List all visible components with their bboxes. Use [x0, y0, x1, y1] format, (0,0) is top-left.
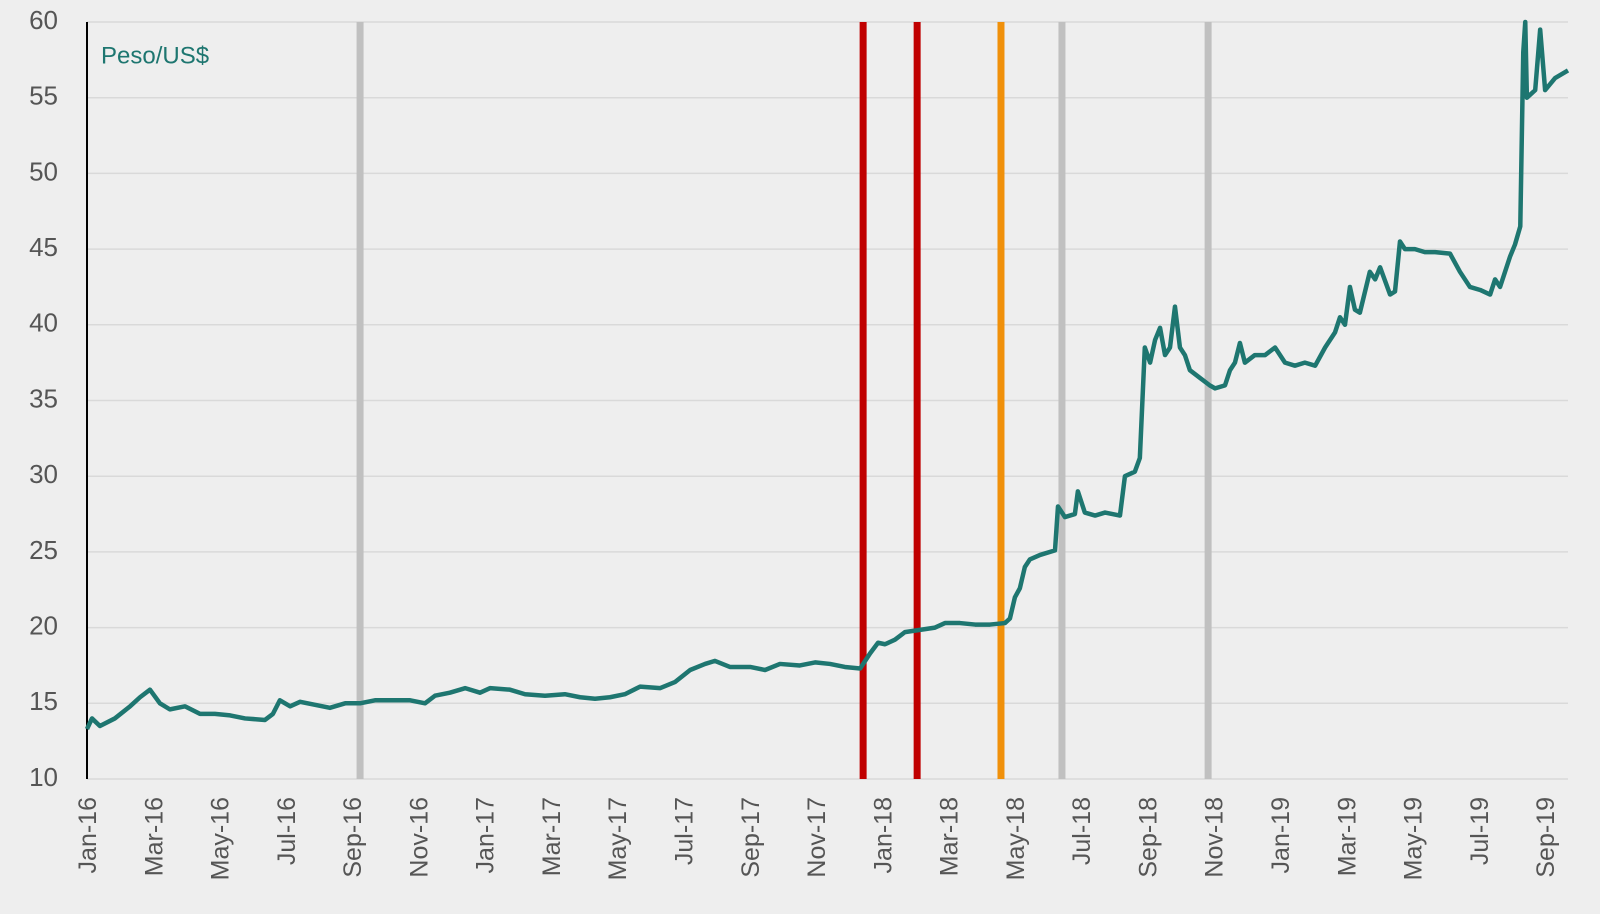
y-tick-label: 15 [29, 686, 58, 716]
x-tick-label: Nov-16 [405, 797, 433, 878]
x-tick-label: May-16 [207, 797, 235, 880]
tick-labels: 10 15 20 25 30 35 40 45 50 55 60 Jan-16 Mar-16 May-16… [29, 5, 1560, 881]
x-tick-label: Jan-16 [74, 797, 102, 873]
x-tick-label: May-17 [604, 797, 632, 880]
x-tick-label: Jan-19 [1267, 797, 1295, 873]
y-tick-label: 40 [29, 308, 58, 338]
x-tick-label: Mar-16 [140, 797, 168, 876]
x-tick-label: Jan-17 [472, 797, 500, 873]
x-tick-label: Sep-19 [1532, 797, 1560, 878]
x-tick-label: Jul-16 [273, 797, 301, 865]
x-tick-label: Mar-17 [538, 797, 566, 876]
line-series [84, 19, 1570, 730]
x-tick-label: Nov-17 [803, 797, 831, 878]
x-tick-label: May-18 [1002, 797, 1030, 880]
y-tick-label: 30 [29, 459, 58, 489]
y-tick-label: 60 [29, 5, 58, 35]
x-tick-label: Mar-19 [1333, 797, 1361, 876]
y-tick-label: 50 [29, 156, 58, 186]
x-tick-label: Jan-18 [869, 797, 897, 873]
event-lines [356, 22, 1212, 779]
y-tick-label: 20 [29, 610, 58, 640]
grid [86, 21, 1568, 780]
y-tick-label: 35 [29, 383, 58, 413]
y-tick-label: 10 [29, 762, 58, 792]
x-tick-label: Jul-18 [1068, 797, 1096, 865]
x-tick-label: Nov-18 [1201, 797, 1229, 878]
x-tick-label: Mar-18 [936, 797, 964, 876]
axis-annotation: Peso/US$ [101, 42, 209, 69]
x-tick-label: Jul-17 [671, 797, 699, 865]
x-tick-label: Sep-17 [737, 797, 765, 878]
y-tick-label: 55 [29, 81, 58, 111]
series [84, 19, 1570, 730]
y-tick-label: 45 [29, 232, 58, 262]
x-tick-label: Sep-16 [339, 797, 367, 878]
y-tick-label: 25 [29, 535, 58, 565]
x-tick-label: Jul-19 [1466, 797, 1494, 865]
x-tick-label: May-19 [1400, 797, 1428, 880]
x-tick-label: Sep-18 [1134, 797, 1162, 878]
